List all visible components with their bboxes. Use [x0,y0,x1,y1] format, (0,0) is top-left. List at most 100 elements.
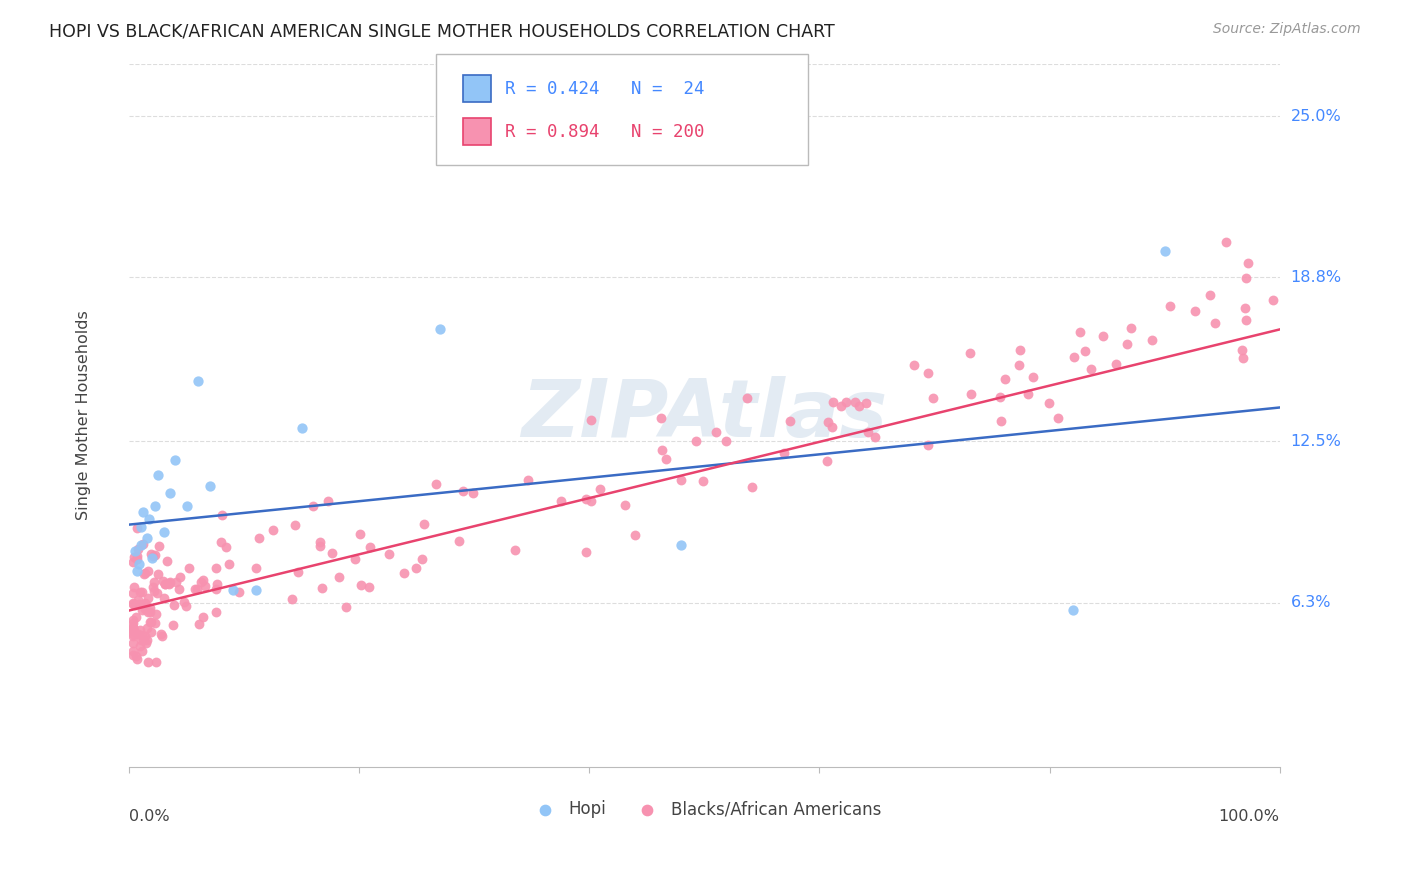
Point [121,621,143,635]
Point [135,636,157,650]
Point [127,651,149,665]
Point [190,574,212,589]
Point [1119,321,1142,335]
Point [1230,343,1253,358]
Point [129,538,152,552]
Point [218,557,240,571]
Point [142,580,165,594]
Point [1017,386,1039,401]
Point [917,438,939,452]
Point [287,566,309,580]
Text: 25.0%: 25.0% [1291,109,1341,124]
Point [125,521,148,535]
Point [173,595,195,609]
Point [655,452,678,467]
Point [1204,316,1226,330]
Legend: Hopi, Blacks/African Americans: Hopi, Blacks/African Americans [522,794,887,825]
Point [1038,396,1060,410]
Point [128,557,150,571]
Point [451,483,474,498]
Point [194,579,217,593]
Point [651,442,673,457]
Point [165,575,187,590]
Point [1092,329,1115,343]
Point [141,547,163,561]
Point [1142,333,1164,347]
Point [204,605,226,619]
Point [122,549,145,564]
Point [671,538,693,552]
Text: R = 0.424   N =  24: R = 0.424 N = 24 [505,79,704,98]
Point [284,518,307,533]
Point [150,626,173,640]
Point [159,486,181,500]
Point [186,582,208,596]
Point [146,468,169,483]
Point [131,628,153,642]
Point [1234,270,1257,285]
Point [1063,350,1085,364]
Point [922,391,945,405]
Point [129,520,152,534]
Point [1105,357,1128,371]
Point [1047,410,1070,425]
Point [159,574,181,589]
Point [122,627,145,641]
Point [1232,351,1254,365]
Point [132,537,155,551]
Point [167,582,190,596]
Point [316,493,339,508]
Point [343,551,366,566]
Point [150,629,173,643]
Point [741,480,763,494]
Point [138,605,160,619]
Point [134,567,156,582]
Point [139,615,162,630]
Point [136,564,159,578]
Point [124,610,146,624]
Point [132,505,155,519]
Text: 12.5%: 12.5% [1291,434,1341,449]
Point [377,547,399,561]
Text: R = 0.894   N = 200: R = 0.894 N = 200 [505,123,704,141]
Point [865,430,887,444]
Point [308,539,330,553]
Point [138,512,160,526]
Point [903,359,925,373]
Point [779,414,801,428]
Point [121,555,143,569]
Point [311,581,333,595]
Point [247,531,270,545]
Point [349,527,371,541]
Point [125,549,148,564]
Point [127,627,149,641]
Point [993,372,1015,386]
Point [614,498,637,512]
Point [215,540,238,554]
Point [1074,344,1097,359]
Point [575,545,598,559]
Point [152,574,174,589]
Point [959,345,981,359]
Point [198,478,221,492]
Point [447,534,470,549]
Point [350,578,373,592]
Point [145,656,167,670]
Point [163,598,186,612]
Point [1010,343,1032,358]
Point [121,624,143,638]
Point [211,508,233,522]
Point [550,493,572,508]
Point [1215,235,1237,249]
Point [413,517,436,532]
Point [142,574,165,589]
Text: ZIPAtlas: ZIPAtlas [522,376,887,454]
Point [990,414,1012,428]
Point [772,446,794,460]
Point [990,390,1012,404]
Point [1236,313,1258,327]
Point [148,540,170,554]
Point [302,499,325,513]
Point [153,577,176,591]
Point [405,561,427,575]
